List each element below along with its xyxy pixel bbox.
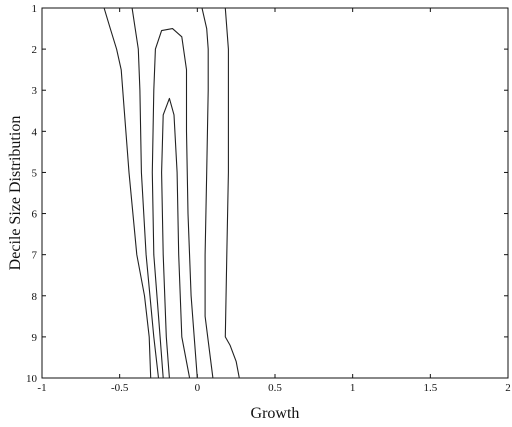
contour-line-4	[161, 97, 191, 379]
y-tick-label: 9	[32, 332, 38, 344]
contour-line-3	[151, 28, 198, 379]
x-tick-label: 0	[195, 382, 201, 394]
y-axis-label: Decile Size Distribution	[7, 116, 24, 271]
y-tick-label: 6	[32, 209, 38, 221]
x-tick-label: 2	[505, 382, 511, 394]
x-axis-label: Growth	[251, 405, 300, 422]
contour-line-2	[131, 7, 214, 379]
y-tick-label: 2	[32, 44, 38, 56]
x-tick-label: 1.5	[423, 382, 437, 394]
y-tick-label: 7	[32, 250, 38, 262]
x-tick-label: -0.5	[111, 382, 129, 394]
y-tick-label: 8	[32, 291, 38, 303]
y-tick-label: 10	[26, 373, 38, 385]
axis-ticks: -1 -0.5 0 0.5 1 1.5 2 1 2 3 4 5 6 7 8 9 10	[26, 3, 511, 394]
y-tick-label: 5	[32, 167, 38, 179]
x-tick-label: -1	[37, 382, 46, 394]
contour-lines	[103, 7, 240, 379]
x-tick-label: 1	[350, 382, 356, 394]
x-tick-label: 0.5	[268, 382, 282, 394]
y-tick-label: 3	[32, 85, 38, 97]
plot-frame	[41, 7, 509, 379]
y-tick-label: 1	[32, 3, 38, 15]
y-tick-label: 4	[32, 126, 38, 138]
contour-line-1	[103, 7, 240, 379]
